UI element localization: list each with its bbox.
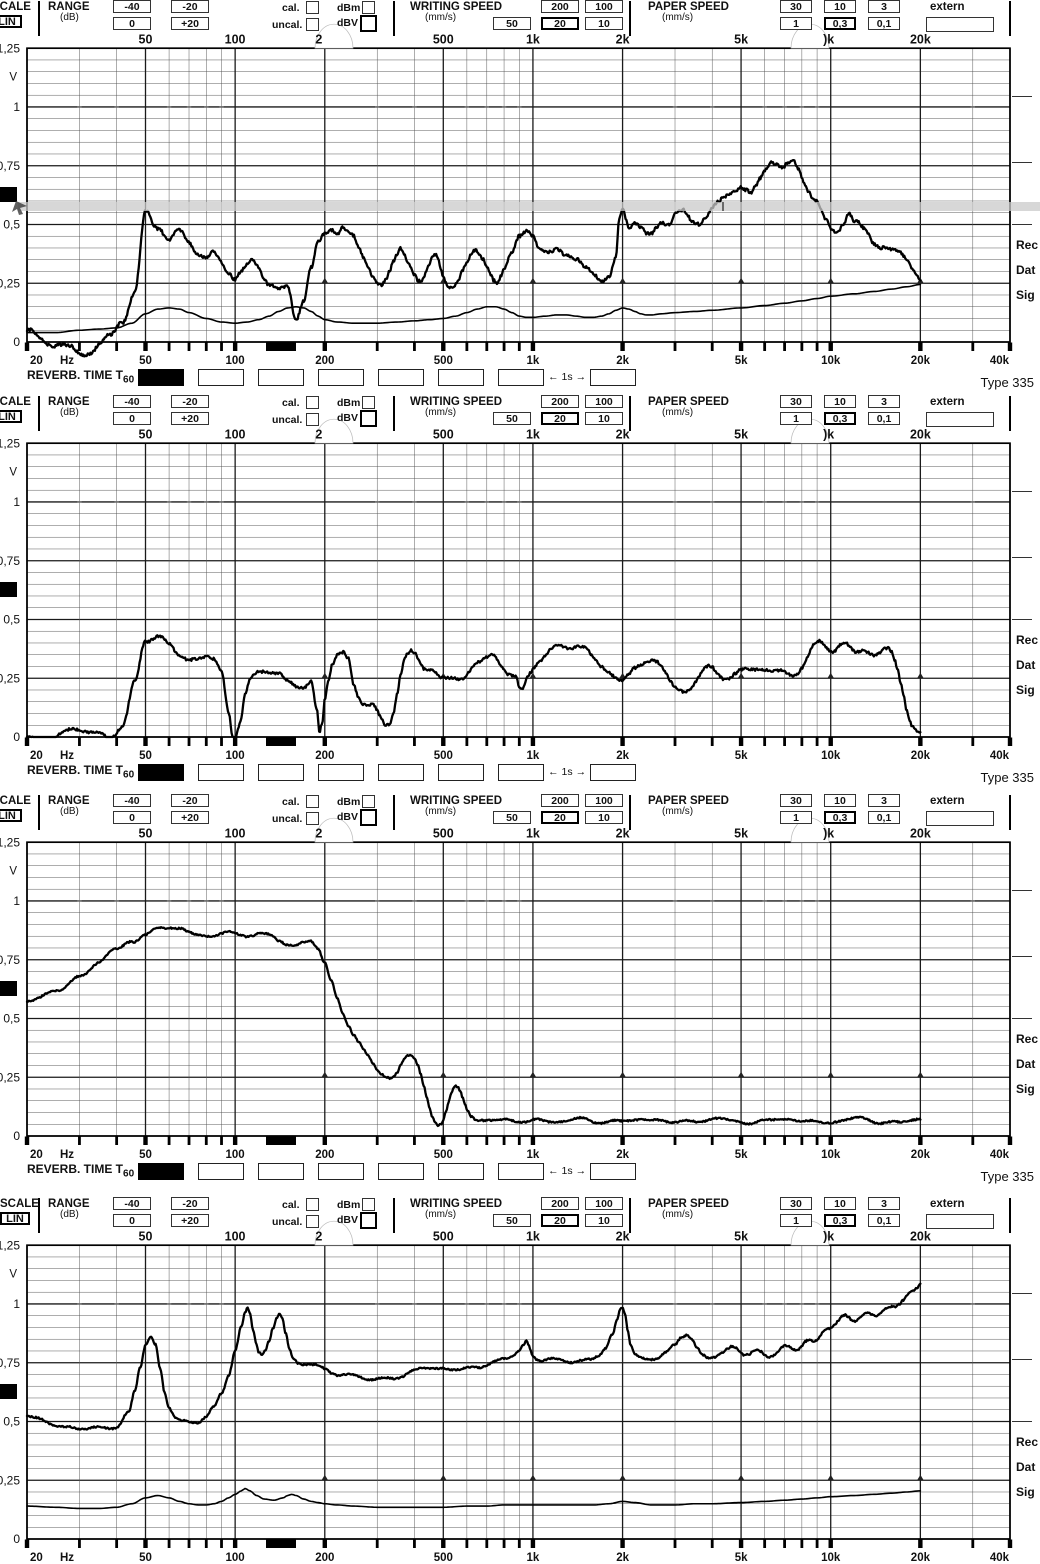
svg-text:2k: 2k xyxy=(616,1552,629,1564)
svg-text:V: V xyxy=(9,1269,17,1281)
svg-text:V: V xyxy=(9,467,17,479)
svg-text:V: V xyxy=(9,866,17,878)
svg-text:0,5: 0,5 xyxy=(3,1415,20,1429)
svg-text:0: 0 xyxy=(13,1532,20,1546)
svg-text:1,25: 1,25 xyxy=(0,1238,20,1252)
svg-text:1,25: 1,25 xyxy=(0,835,20,849)
svg-text:20: 20 xyxy=(30,1552,43,1564)
svg-text:0: 0 xyxy=(13,1129,20,1143)
svg-text:0,5: 0,5 xyxy=(3,613,20,627)
svg-text:1k: 1k xyxy=(527,1552,540,1564)
svg-text:500: 500 xyxy=(434,1552,453,1564)
svg-text:0,75: 0,75 xyxy=(0,1356,20,1370)
svg-text:1: 1 xyxy=(13,894,20,908)
svg-text:0,5: 0,5 xyxy=(3,218,20,232)
svg-text:0,25: 0,25 xyxy=(0,671,20,685)
svg-text:0,75: 0,75 xyxy=(0,554,20,568)
svg-text:1,25: 1,25 xyxy=(0,436,20,450)
svg-text:5k: 5k xyxy=(735,1552,748,1564)
svg-text:40k: 40k xyxy=(990,1552,1010,1564)
svg-text:0,5: 0,5 xyxy=(3,1012,20,1026)
svg-text:50: 50 xyxy=(139,1552,152,1564)
svg-text:10k: 10k xyxy=(821,1552,841,1564)
svg-text:0,75: 0,75 xyxy=(0,159,20,173)
svg-text:1: 1 xyxy=(13,1297,20,1311)
svg-text:0,25: 0,25 xyxy=(0,1473,20,1487)
svg-text:0: 0 xyxy=(13,730,20,744)
svg-text:200: 200 xyxy=(315,1552,334,1564)
svg-text:0,25: 0,25 xyxy=(0,1070,20,1084)
svg-text:1: 1 xyxy=(13,100,20,114)
svg-text:100: 100 xyxy=(226,1552,245,1564)
svg-text:0,25: 0,25 xyxy=(0,276,20,290)
svg-text:0: 0 xyxy=(13,335,20,349)
svg-text:1,25: 1,25 xyxy=(0,41,20,55)
svg-text:20k: 20k xyxy=(911,1552,931,1564)
svg-text:Hz: Hz xyxy=(60,1552,74,1564)
svg-text:1: 1 xyxy=(13,495,20,509)
svg-text:V: V xyxy=(9,72,17,84)
svg-text:0,75: 0,75 xyxy=(0,953,20,967)
